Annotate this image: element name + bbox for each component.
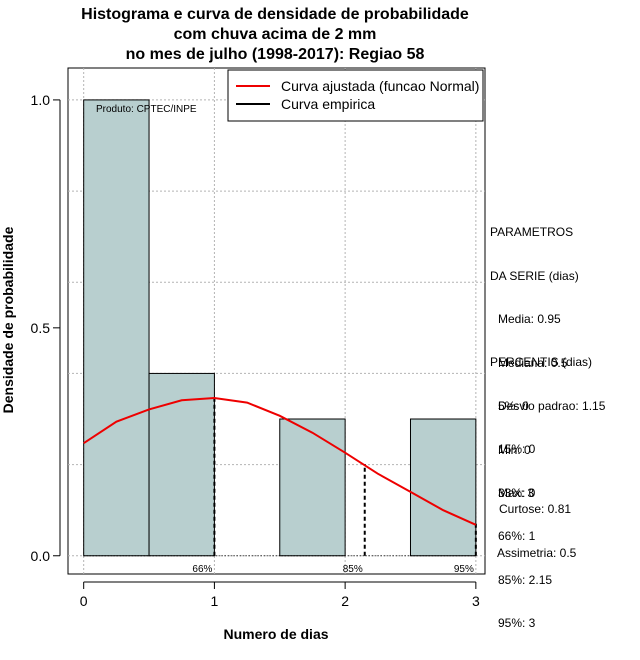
- y-tick-label-2: 1.0: [31, 92, 51, 108]
- legend-box: [227, 69, 484, 122]
- plot-frame: [67, 67, 486, 575]
- percentis-block: PERCENTIS (dias) 5%: 0 15%: 0 33%: 0 66%…: [490, 326, 592, 645]
- parametros-header-2: DA SERIE (dias): [490, 268, 579, 283]
- param-min: Min: 0: [498, 442, 531, 457]
- param-mediana: Mediana: 0.5: [498, 355, 568, 370]
- credit-text: Produto: CPTEC/INPE: [96, 104, 197, 115]
- assimetria-text: Assimetria: 0.5: [497, 545, 577, 560]
- percentil-5: 5%: 0: [498, 398, 529, 413]
- shape-block: Curtose: 0.81 Assimetria: 0.5: [490, 473, 576, 575]
- parametros-header-1: PARAMETROS: [490, 225, 574, 239]
- percentil-15: 15%: 0: [498, 442, 536, 456]
- legend-label-fitted: Curva ajustada (funcao Normal): [281, 78, 479, 94]
- param-desvio: Desvio padrao: 1.15: [498, 399, 606, 413]
- percentile-label-1: 85%: [343, 564, 363, 575]
- percentil-95: 95%: 3: [498, 616, 536, 630]
- y-tick-label-0: 0.0: [31, 548, 51, 564]
- legend: Curva ajustada (funcao Normal) Curva emp…: [227, 69, 484, 122]
- parametros-block: PARAMETROS DA SERIE (dias) Media: 0.95 M…: [490, 196, 605, 515]
- chart-title-line-1: Histograma e curva de densidade de proba…: [81, 6, 469, 23]
- curtose-text: Curtose: 0.81: [499, 502, 572, 516]
- x-tick-label-2: 2: [341, 593, 349, 609]
- percentis-header: PERCENTIS (dias): [490, 355, 593, 369]
- x-axis-label: Numero de dias: [223, 626, 328, 642]
- percentil-33: 33%: 0: [498, 485, 536, 500]
- y-tick-label-1: 0.5: [31, 320, 51, 336]
- percentil-66: 66%: 1: [498, 529, 536, 543]
- param-media: Media: 0.95: [498, 312, 561, 326]
- x-tick-label-3: 3: [472, 593, 480, 609]
- histogram-bar-0: [83, 99, 150, 557]
- histogram-bar-1: [148, 372, 215, 557]
- chart-title-line-2: com chuva acima de 2 mm: [173, 26, 377, 43]
- legend-label-empirical: Curva empirica: [281, 96, 375, 112]
- param-max: Max: 3: [498, 486, 535, 500]
- percentile-label-0: 66%: [192, 564, 212, 575]
- y-axis-label: Densidade de probabilidade: [0, 226, 16, 413]
- x-tick-label-1: 1: [211, 593, 219, 609]
- axes-layer: 0 1 2 3 0.0 0.5 1.0: [31, 92, 480, 609]
- histogram-bar-3: [279, 418, 346, 557]
- x-tick-label-0: 0: [80, 593, 88, 609]
- histogram-bar-5: [409, 418, 477, 557]
- percentil-85: 85%: 2.15: [498, 572, 553, 587]
- curves-layer: 66% 85% 95%: [83, 396, 477, 575]
- bars-layer: [83, 99, 477, 557]
- percentile-label-2: 95%: [454, 564, 474, 575]
- fitted-normal-curve: [83, 396, 477, 526]
- chart-title-line-3: no mes de julho (1998-2017): Regiao 58: [125, 46, 425, 63]
